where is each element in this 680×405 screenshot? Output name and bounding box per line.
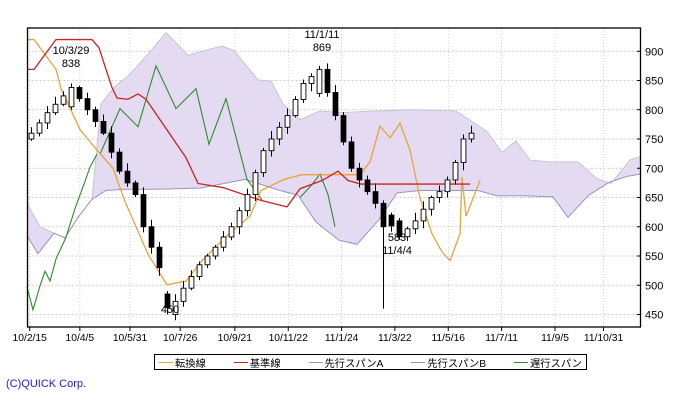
svg-text:11/7/11: 11/7/11 — [485, 333, 518, 344]
svg-text:10/9/21: 10/9/21 — [218, 333, 253, 344]
svg-text:10/5/31: 10/5/31 — [113, 333, 148, 344]
svg-text:11/9/5: 11/9/5 — [541, 333, 569, 344]
svg-text:700: 700 — [645, 163, 663, 175]
svg-text:900: 900 — [645, 46, 663, 58]
svg-text:11/1/24: 11/1/24 — [325, 333, 359, 344]
svg-text:750: 750 — [645, 134, 663, 146]
svg-text:11/5/16: 11/5/16 — [431, 333, 465, 344]
svg-text:800: 800 — [645, 105, 663, 117]
svg-text:550: 550 — [645, 251, 663, 263]
svg-text:10/11/22: 10/11/22 — [269, 333, 309, 344]
svg-text:10/4/5: 10/4/5 — [66, 333, 95, 344]
svg-text:11/3/22: 11/3/22 — [378, 333, 412, 344]
svg-text:850: 850 — [645, 76, 663, 88]
svg-text:650: 650 — [645, 193, 663, 205]
svg-text:600: 600 — [645, 222, 663, 234]
svg-text:10/7/26: 10/7/26 — [163, 333, 198, 344]
svg-text:500: 500 — [645, 280, 663, 292]
svg-text:450: 450 — [645, 310, 663, 322]
svg-text:10/2/15: 10/2/15 — [13, 333, 48, 344]
svg-text:11/10/31: 11/10/31 — [584, 333, 624, 344]
